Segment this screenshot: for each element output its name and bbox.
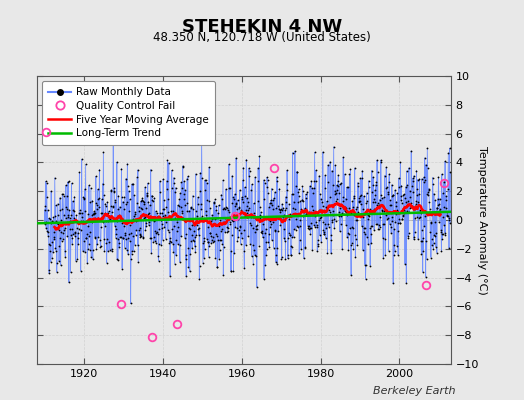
- Text: STEHEKIN 4 NW: STEHEKIN 4 NW: [182, 18, 342, 36]
- Legend: Raw Monthly Data, Quality Control Fail, Five Year Moving Average, Long-Term Tren: Raw Monthly Data, Quality Control Fail, …: [42, 81, 215, 145]
- Text: 48.350 N, 120.718 W (United States): 48.350 N, 120.718 W (United States): [153, 31, 371, 44]
- Y-axis label: Temperature Anomaly (°C): Temperature Anomaly (°C): [477, 146, 487, 294]
- Text: Berkeley Earth: Berkeley Earth: [374, 386, 456, 396]
